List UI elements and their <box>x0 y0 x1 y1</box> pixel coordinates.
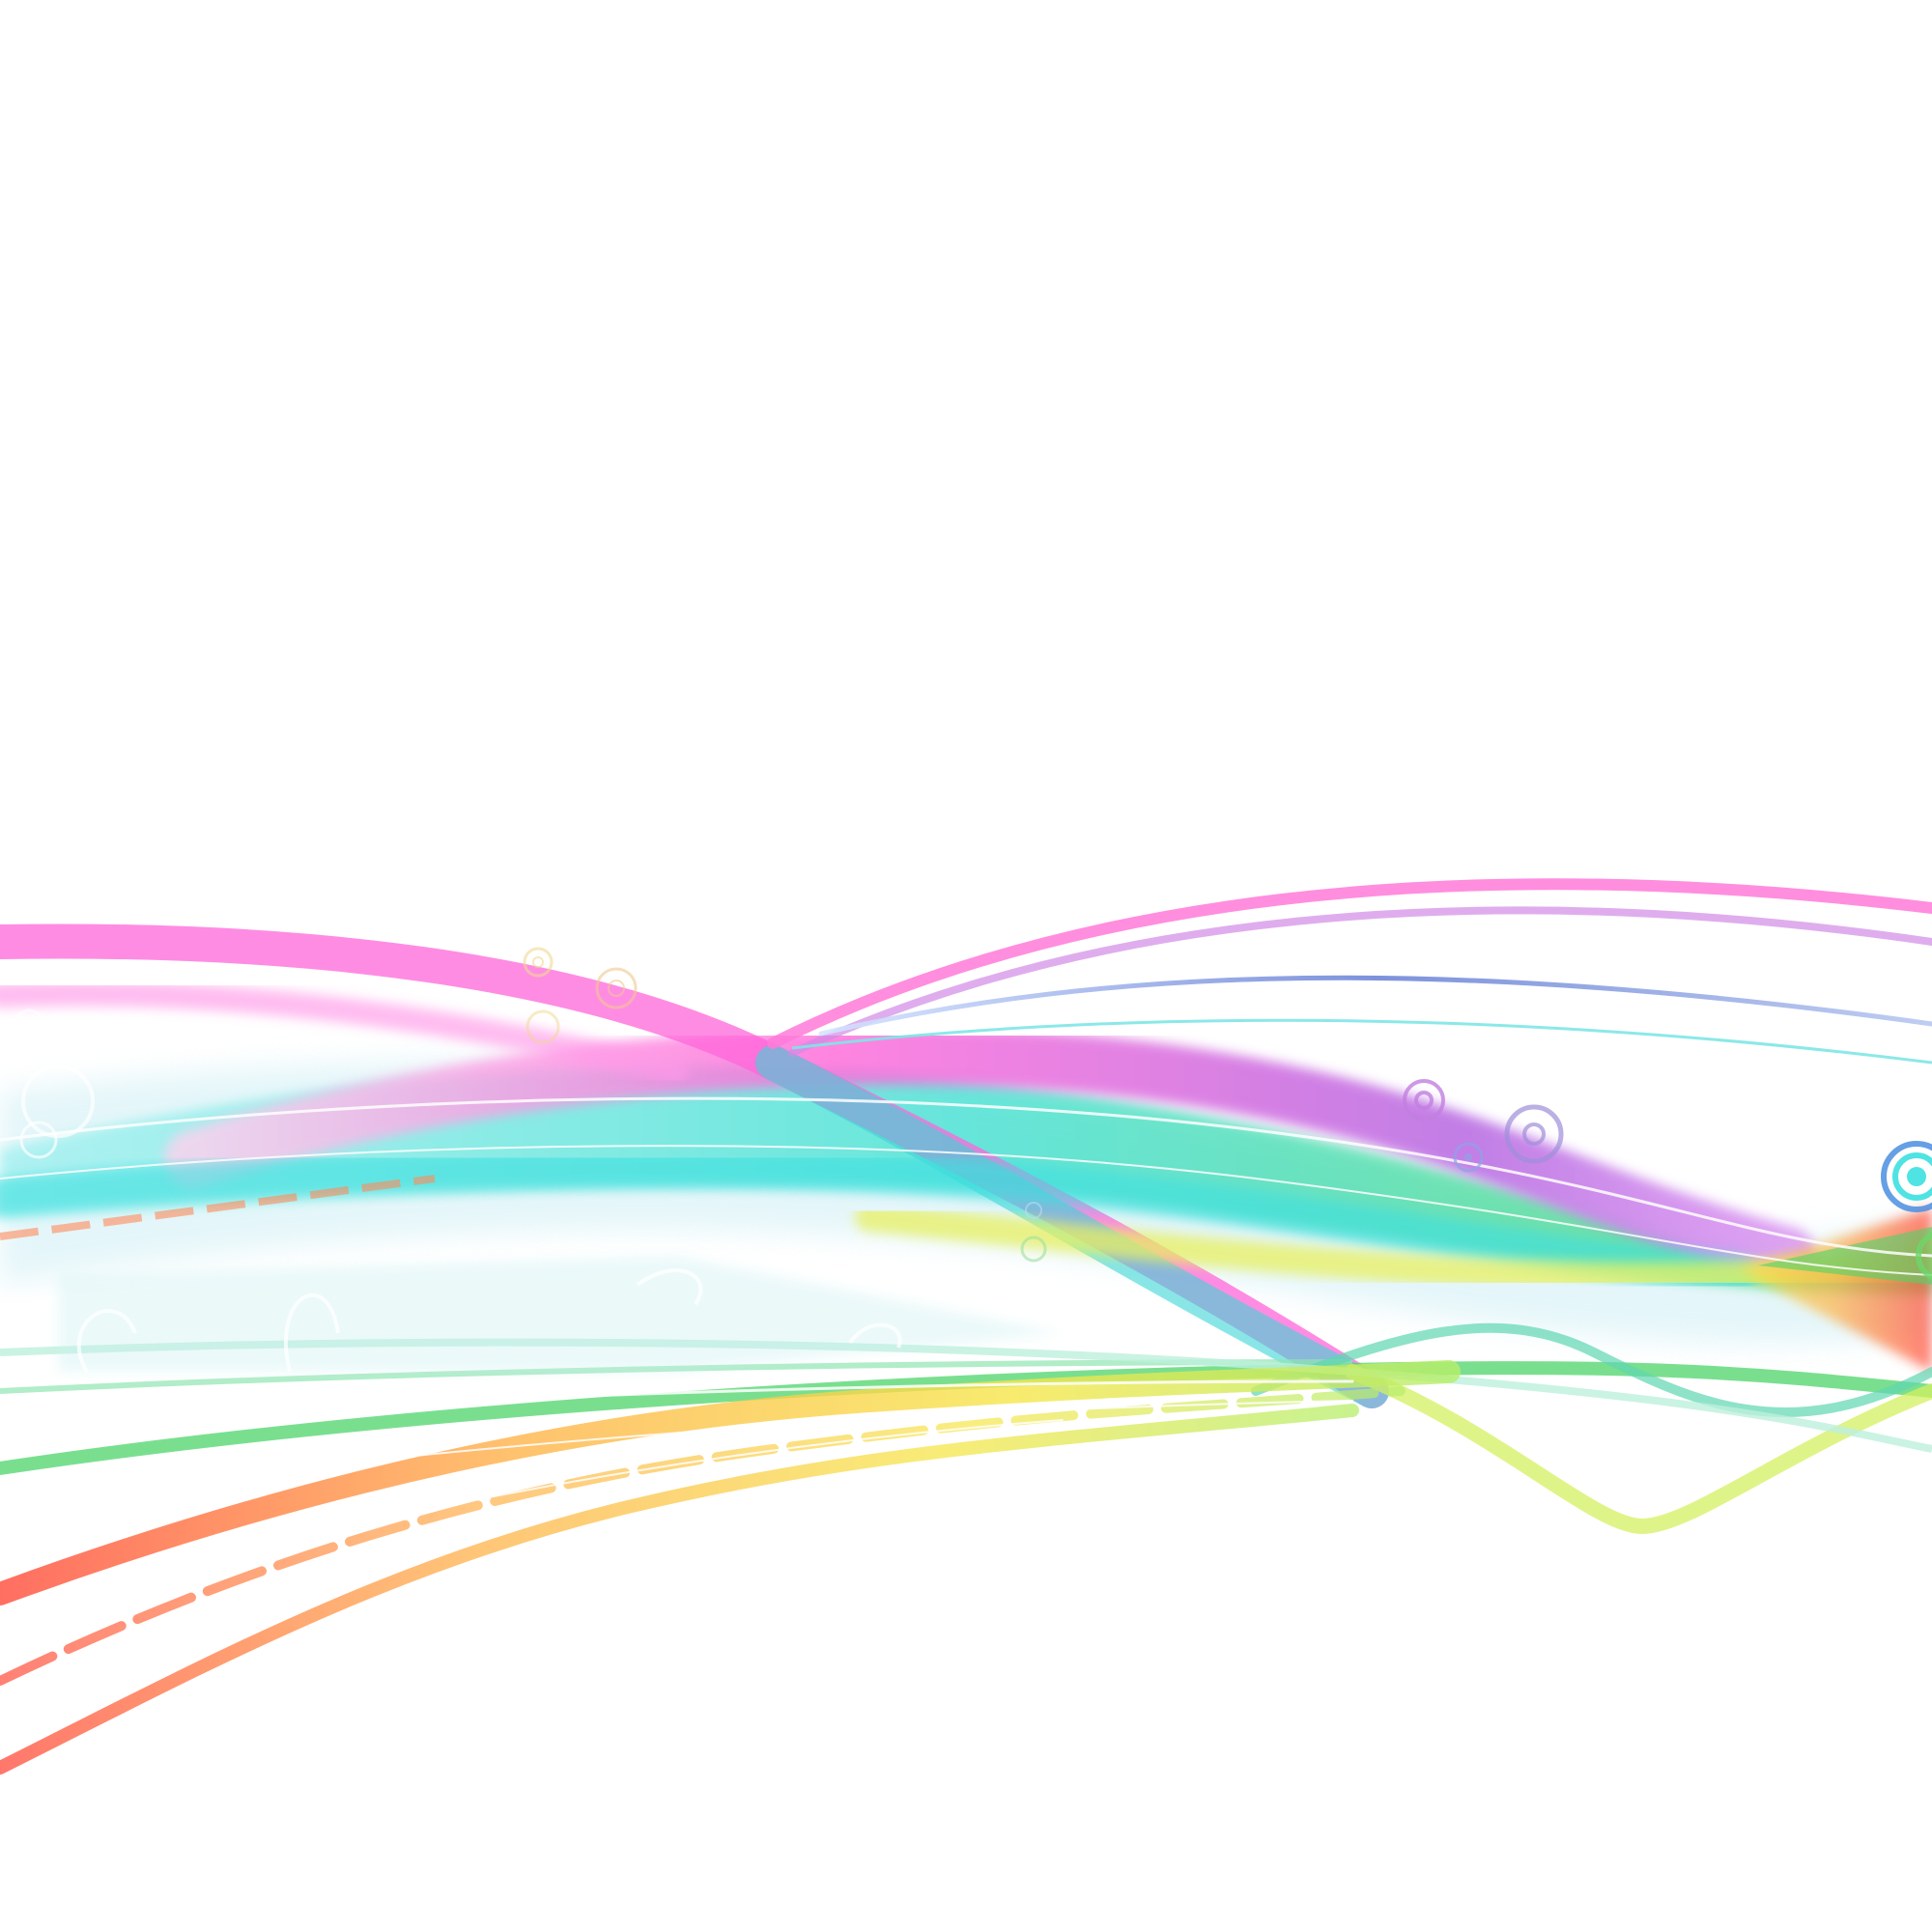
ring-ornaments <box>14 947 1932 1281</box>
pink-left-band <box>0 980 689 1085</box>
cyan-thin-arc <box>791 1018 1932 1065</box>
ring-ornament-yellow-2 <box>595 967 638 1009</box>
swirl-patterns <box>76 1268 1607 1440</box>
warm-sweep-2 <box>0 1386 1406 1686</box>
warm-sweep-1 <box>0 1360 1461 1605</box>
warm-sweep-3 <box>0 1404 1359 1775</box>
ring-ornament-green-small <box>1020 1202 1047 1263</box>
white-highlight-strands <box>0 1096 1932 1624</box>
orange-dashed-band <box>0 1175 436 1240</box>
ring-ornament-blue-small <box>1453 1142 1484 1173</box>
ring-ornament-yellow-3 <box>526 1009 560 1044</box>
ring-ornament-cyan-large <box>1881 1141 1932 1212</box>
ring-ornament-violet-1 <box>1403 1079 1445 1122</box>
pink-upper-arc-2 <box>788 906 1932 1057</box>
cyan-diagonal-ribbon <box>755 1045 1389 1408</box>
magenta-violet-ribbon <box>164 1026 1816 1285</box>
ring-ornament-violet-2 <box>1504 1104 1564 1164</box>
pink-upper-arc <box>767 878 1932 1049</box>
ring-ornament-green-edge <box>1916 1231 1932 1281</box>
ring-ornament-left-white <box>14 1009 95 1159</box>
blue-thin-arc <box>818 975 1932 1037</box>
pale-blue-wash <box>58 1256 1063 1372</box>
right-green-burst <box>1758 1227 1932 1285</box>
cyan-lower-ribbon <box>0 1149 1758 1294</box>
teal-wave-ribbon <box>1251 1322 1932 1417</box>
lime-dip-ribbon <box>1345 1364 1932 1535</box>
ring-ornament-yellow-1 <box>523 947 554 978</box>
